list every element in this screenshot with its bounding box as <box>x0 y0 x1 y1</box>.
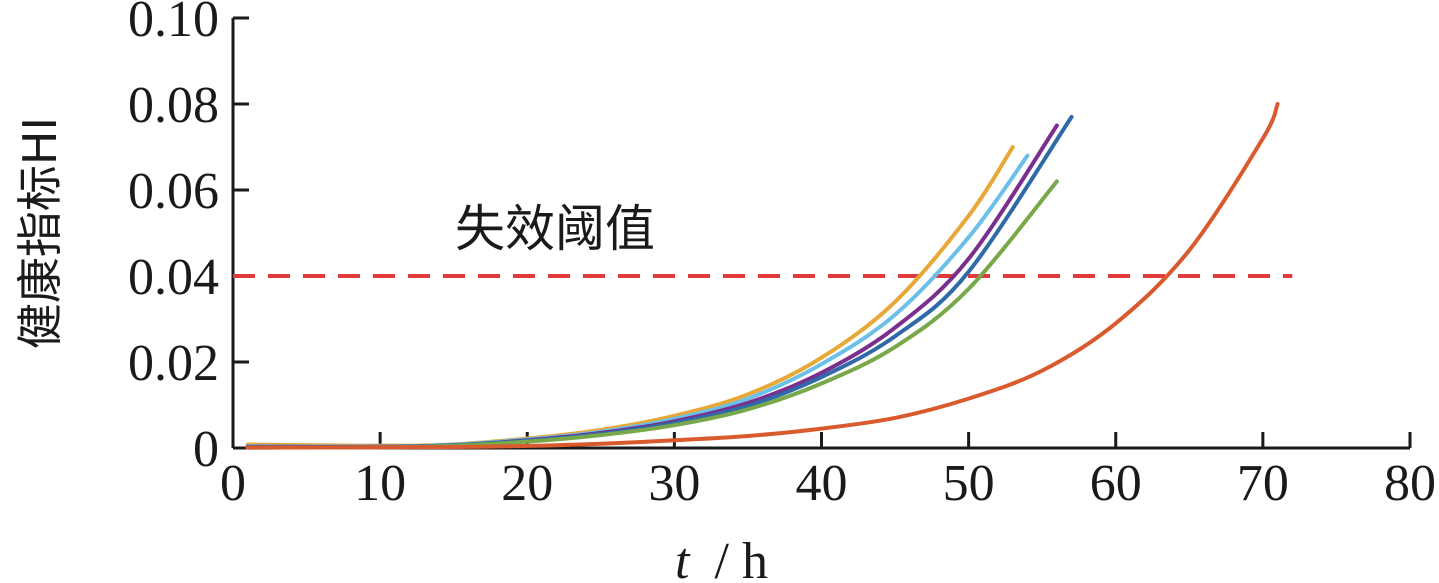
y-axis-label: 健康指标HI <box>13 117 67 349</box>
x-axis-label: t / h <box>675 533 768 583</box>
series-line-3 <box>245 123 1059 449</box>
y-tick-label: 0.08 <box>128 77 219 134</box>
x-axis-variable: t <box>675 533 691 583</box>
y-tick-label: 0.04 <box>128 249 219 306</box>
labels-layer: 健康指标HI t / h 失效阈值 <box>13 117 768 583</box>
series-line-6 <box>245 102 1280 450</box>
x-tick-label: 20 <box>501 455 553 512</box>
x-tick-label: 30 <box>648 455 700 512</box>
x-tick-label: 10 <box>354 455 406 512</box>
y-tick-label: 0.02 <box>128 335 219 392</box>
x-tick-label: 50 <box>943 455 995 512</box>
series-line-1 <box>245 145 1015 448</box>
axes: 0 0.02 0.04 0.06 0.08 0.10 0 10 20 30 40 50 60 70 80 <box>128 0 1436 512</box>
x-tick-label: 40 <box>796 455 848 512</box>
threshold-label: 失效阈值 <box>455 200 655 258</box>
y-tick-label: 0.10 <box>128 0 219 48</box>
series-layer <box>245 102 1280 450</box>
x-tick-label: 70 <box>1237 455 1289 512</box>
y-tick-label: 0.06 <box>128 163 219 220</box>
y-tick-label: 0 <box>193 421 219 478</box>
x-tick-label: 80 <box>1384 455 1436 512</box>
x-axis-unit: / h <box>715 533 768 583</box>
x-tick-label: 0 <box>220 455 246 512</box>
x-tick-label: 60 <box>1090 455 1142 512</box>
